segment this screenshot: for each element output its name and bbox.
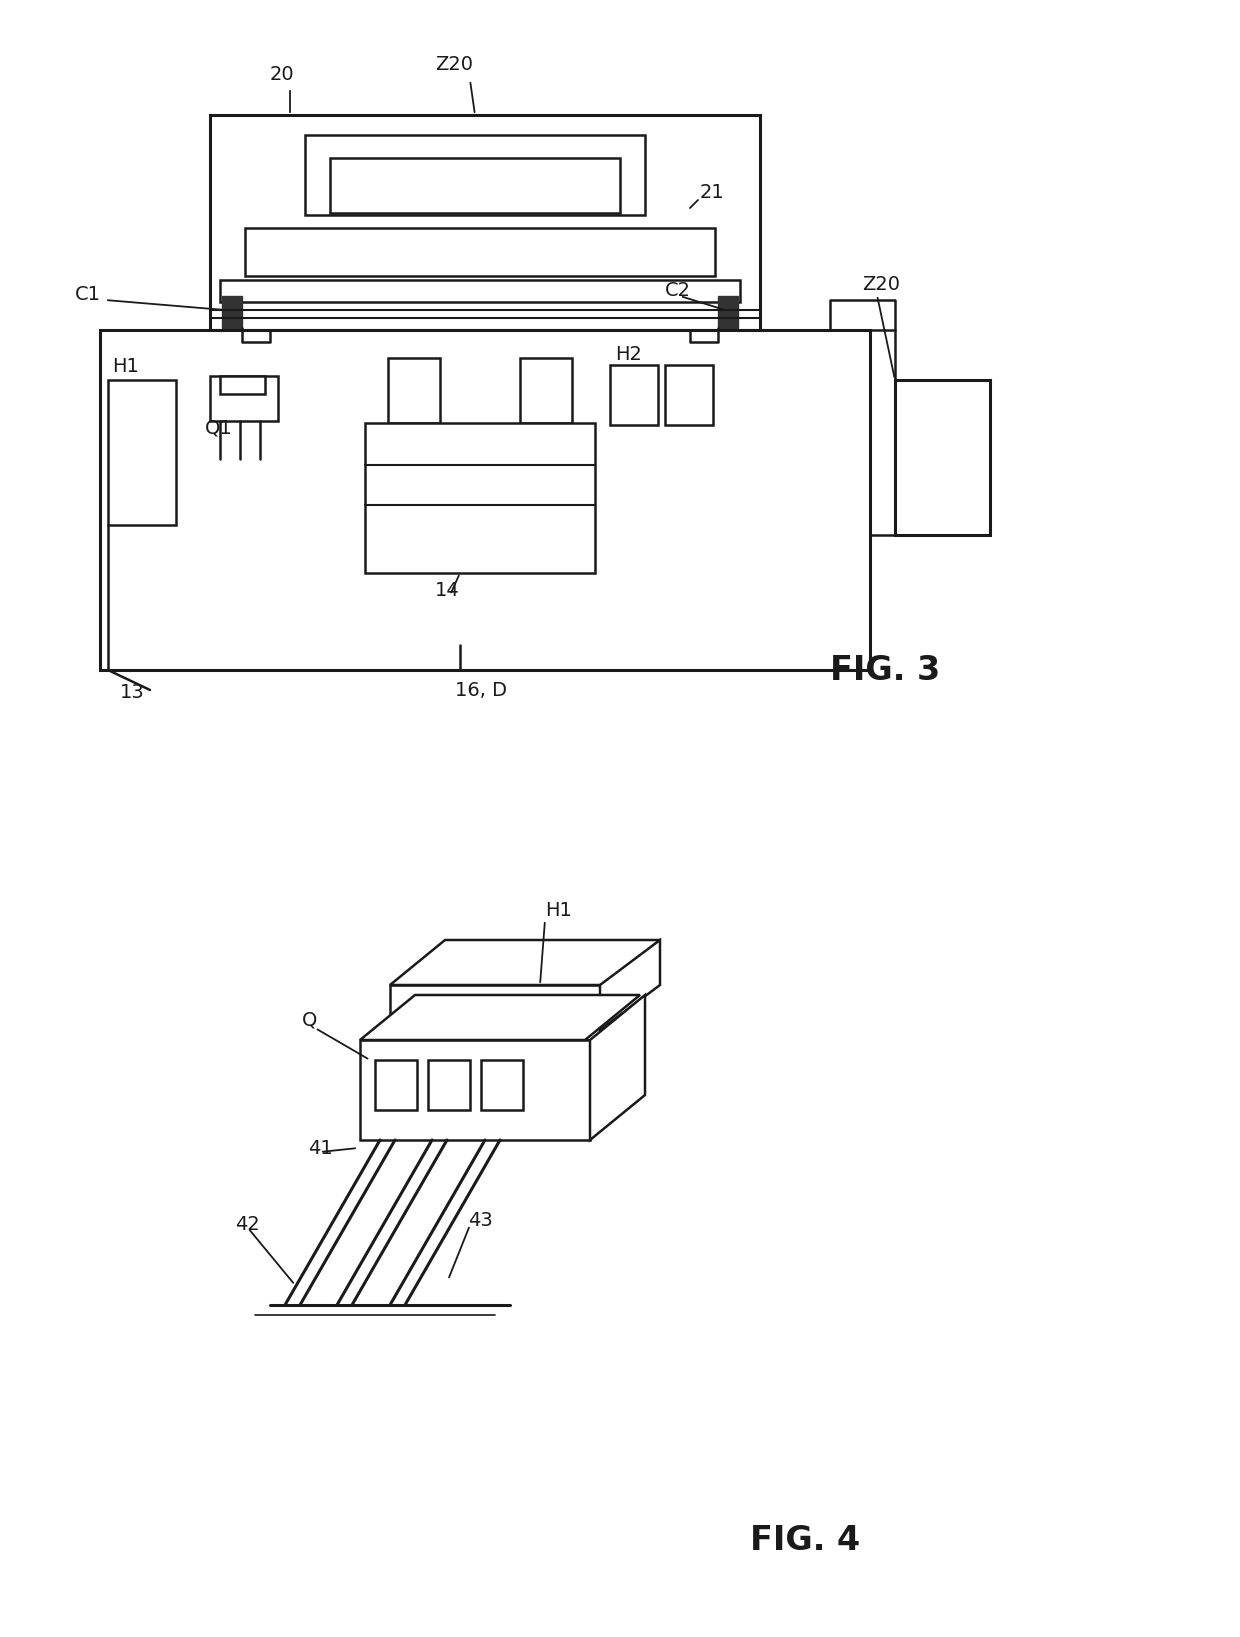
Text: 13: 13 <box>120 683 145 702</box>
Text: H1: H1 <box>112 357 139 375</box>
Text: 43: 43 <box>467 1210 492 1229</box>
Bar <box>388 359 440 422</box>
Text: Q: Q <box>303 1010 317 1030</box>
Text: Z20: Z20 <box>435 56 472 75</box>
Polygon shape <box>391 940 660 985</box>
Bar <box>100 331 870 670</box>
Text: Z20: Z20 <box>862 275 900 295</box>
Polygon shape <box>600 940 660 1030</box>
Bar <box>610 365 658 426</box>
Bar <box>108 380 176 525</box>
Bar <box>219 377 265 395</box>
Text: Q1: Q1 <box>205 419 233 437</box>
Text: 21: 21 <box>701 182 724 201</box>
Bar <box>210 115 760 331</box>
Bar <box>520 359 572 422</box>
Bar <box>428 1061 470 1110</box>
Bar <box>481 1061 523 1110</box>
Polygon shape <box>718 296 738 327</box>
Text: 20: 20 <box>270 65 295 85</box>
Text: 41: 41 <box>308 1138 332 1157</box>
Bar <box>305 134 645 214</box>
Bar <box>391 985 600 1039</box>
Text: 16, D: 16, D <box>455 681 507 699</box>
Polygon shape <box>222 296 242 327</box>
Bar <box>330 159 620 213</box>
Text: 14: 14 <box>435 581 460 599</box>
Text: H1: H1 <box>546 900 572 920</box>
Text: C2: C2 <box>665 280 691 300</box>
Text: H2: H2 <box>615 345 642 365</box>
Bar <box>365 422 595 573</box>
Text: FIG. 3: FIG. 3 <box>830 653 940 686</box>
Text: C1: C1 <box>74 285 100 304</box>
Bar <box>219 280 740 301</box>
Polygon shape <box>360 995 640 1039</box>
Bar <box>665 365 713 426</box>
Bar <box>360 1039 590 1139</box>
Bar <box>210 377 278 421</box>
Text: FIG. 4: FIG. 4 <box>750 1524 861 1557</box>
Bar <box>895 380 990 535</box>
Bar <box>374 1061 417 1110</box>
Bar <box>246 228 715 277</box>
Text: 42: 42 <box>236 1216 259 1234</box>
Polygon shape <box>590 995 645 1139</box>
